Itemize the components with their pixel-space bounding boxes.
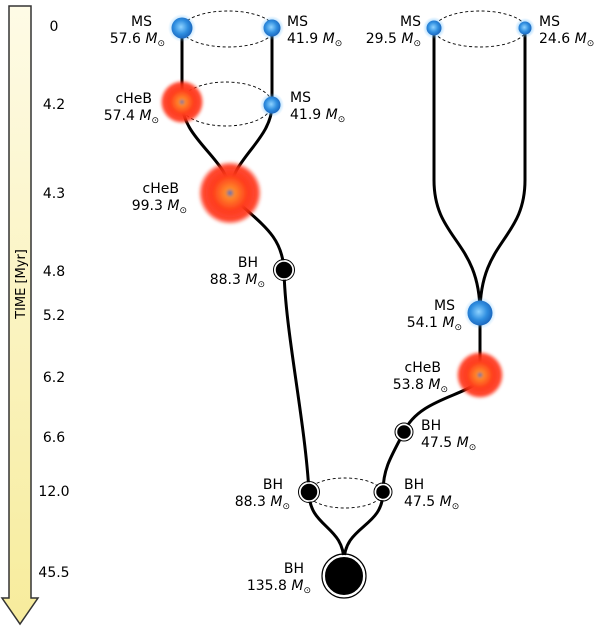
star-type: MS: [131, 14, 152, 30]
label-s11: BH 47.5 M⊙: [421, 418, 476, 453]
star-mass: 135.8 M⊙: [247, 578, 311, 596]
star-s1: [168, 14, 196, 42]
label-s4: MS 24.6 M⊙: [539, 14, 594, 49]
star-s8: [273, 259, 295, 281]
star-s14: [321, 553, 367, 599]
tick-4.3: 4.3: [43, 186, 65, 202]
star-s4: [515, 18, 535, 38]
star-type: MS: [539, 14, 560, 30]
star-mass: 88.3 M⊙: [210, 272, 265, 290]
track-s4: [478, 28, 527, 314]
tick-45.5: 45.5: [38, 565, 69, 581]
track-bbh-merge-left: [307, 491, 346, 563]
star-s5: [160, 80, 204, 124]
time-axis-label: TIME [Myr]: [14, 249, 29, 320]
star-mass: 53.8 M⊙: [393, 377, 448, 395]
star-mass: 88.3 M⊙: [235, 494, 290, 512]
star-mass: 54.1 M⊙: [407, 315, 462, 333]
label-s12: BH 88.3 M⊙: [235, 477, 290, 512]
star-s2: [260, 16, 284, 40]
tick-5.2: 5.2: [43, 308, 65, 324]
label-s5: cHeB 57.4 M⊙: [104, 91, 159, 126]
star-type: BH: [284, 561, 304, 577]
label-s7: cHeB 99.3 M⊙: [132, 181, 187, 216]
tick-0: 0: [50, 19, 59, 35]
star-s10: [456, 351, 504, 399]
star-s11: [394, 422, 414, 442]
track-bbh-merge-right: [342, 491, 385, 563]
evolution-tracks: [180, 28, 527, 563]
tick-6.6: 6.6: [43, 430, 65, 446]
label-s14: BH 135.8 M⊙: [247, 561, 311, 596]
star-s12: [298, 481, 320, 503]
tick-4.2: 4.2: [43, 97, 65, 113]
star-type: MS: [287, 14, 308, 30]
star-mass: 41.9 M⊙: [290, 107, 345, 125]
star-mass: 57.6 M⊙: [110, 31, 165, 49]
track-s3: [432, 28, 482, 314]
star-s6: [260, 93, 284, 117]
label-s1: MS 57.6 M⊙: [110, 14, 165, 49]
label-s13: BH 47.5 M⊙: [404, 477, 459, 512]
tick-4.8: 4.8: [43, 264, 65, 280]
time-ticks: 0 4.2 4.3 4.8 5.2 6.2 6.6 12.0 45.5: [38, 19, 69, 581]
star-mass: 99.3 M⊙: [132, 198, 187, 216]
star-mass: 41.9 M⊙: [287, 31, 342, 49]
label-s9: MS 54.1 M⊙: [407, 298, 462, 333]
binary-orbits: [179, 10, 527, 509]
star-s9: [464, 297, 496, 329]
label-s6: MS 41.9 M⊙: [290, 90, 345, 125]
track-bh-to-binary-right: [381, 431, 406, 493]
star-type: cHeB: [143, 181, 179, 197]
star-s7: [198, 161, 262, 225]
star-type: BH: [238, 255, 258, 271]
star-mass: 29.5 M⊙: [366, 31, 421, 49]
star-type: BH: [263, 477, 283, 493]
star-type: MS: [290, 90, 311, 106]
track-bh-to-binary: [282, 269, 311, 493]
star-mass: 24.6 M⊙: [539, 31, 594, 49]
label-s3: MS 29.5 M⊙: [366, 14, 421, 49]
star-type: cHeB: [405, 360, 441, 376]
tick-6.2: 6.2: [43, 370, 65, 386]
orbit-upper-right: [433, 10, 527, 48]
star-mass: 47.5 M⊙: [421, 435, 476, 453]
star-s13: [373, 482, 393, 502]
star-type: BH: [421, 418, 441, 434]
star-mass: 47.5 M⊙: [404, 494, 459, 512]
star-type: MS: [434, 298, 455, 314]
time-arrow: [0, 5, 40, 626]
label-s2: MS 41.9 M⊙: [287, 14, 342, 49]
star-type: cHeB: [116, 91, 152, 107]
tick-12.0: 12.0: [38, 484, 69, 500]
label-s10: cHeB 53.8 M⊙: [393, 360, 448, 395]
star-type: MS: [400, 14, 421, 30]
star-type: BH: [404, 477, 424, 493]
star-mass: 57.4 M⊙: [104, 108, 159, 126]
label-s8: BH 88.3 M⊙: [210, 255, 265, 290]
star-s3: [423, 17, 445, 39]
